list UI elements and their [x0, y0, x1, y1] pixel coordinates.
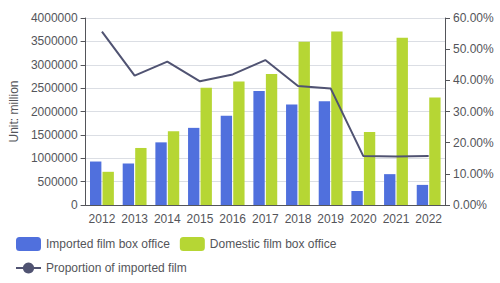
svg-text:2018: 2018: [285, 212, 312, 226]
svg-text:20.00%: 20.00%: [453, 136, 494, 150]
svg-text:0.00%: 0.00%: [453, 198, 487, 212]
svg-text:2013: 2013: [121, 212, 148, 226]
svg-text:Unit: million: Unit: million: [7, 80, 21, 142]
svg-text:Imported film box office: Imported film box office: [46, 237, 170, 251]
svg-text:500000: 500000: [38, 175, 78, 189]
svg-text:2021: 2021: [383, 212, 410, 226]
svg-text:2500000: 2500000: [31, 81, 78, 95]
svg-text:1500000: 1500000: [31, 128, 78, 142]
svg-text:2012: 2012: [89, 212, 116, 226]
svg-text:Proportion of imported film: Proportion of imported film: [46, 261, 187, 275]
svg-text:2019: 2019: [317, 212, 344, 226]
svg-text:40.00%: 40.00%: [453, 73, 494, 87]
svg-text:2000000: 2000000: [31, 105, 78, 119]
svg-text:4000000: 4000000: [31, 11, 78, 25]
svg-text:2014: 2014: [154, 212, 181, 226]
svg-text:Domestic film box office: Domestic film box office: [210, 237, 337, 251]
svg-text:2020: 2020: [350, 212, 377, 226]
svg-text:0: 0: [71, 198, 78, 212]
svg-text:2016: 2016: [219, 212, 246, 226]
svg-text:2017: 2017: [252, 212, 279, 226]
svg-text:10.00%: 10.00%: [453, 167, 494, 181]
svg-text:3500000: 3500000: [31, 34, 78, 48]
svg-text:60.00%: 60.00%: [453, 11, 494, 25]
svg-text:2022: 2022: [415, 212, 442, 226]
svg-text:1000000: 1000000: [31, 151, 78, 165]
svg-text:2015: 2015: [187, 212, 214, 226]
svg-text:30.00%: 30.00%: [453, 105, 494, 119]
svg-text:50.00%: 50.00%: [453, 42, 494, 56]
svg-text:3000000: 3000000: [31, 58, 78, 72]
